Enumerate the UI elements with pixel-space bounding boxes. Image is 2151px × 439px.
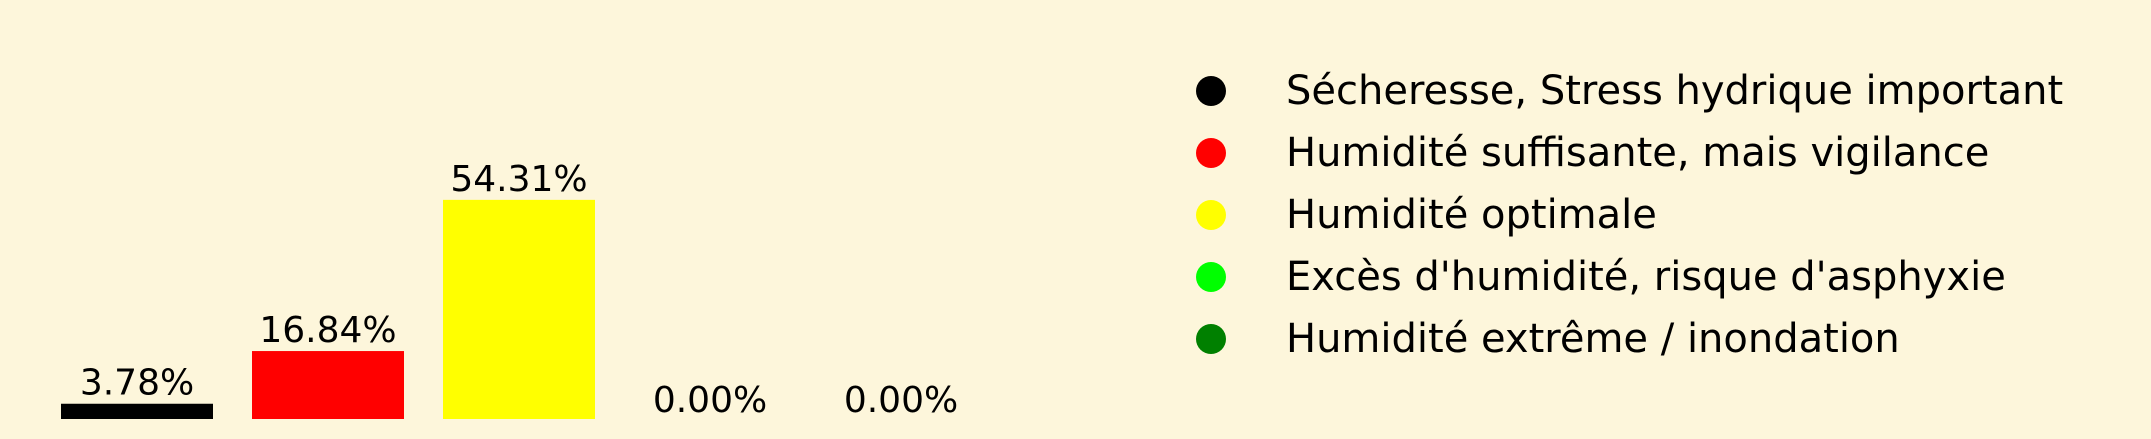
bar-2 xyxy=(252,351,404,419)
value-labels-group: 3.78% 16.84% 54.31% 0.00% 0.00% xyxy=(80,159,958,421)
legend-marker-1 xyxy=(1196,76,1226,106)
bar-value-label-2: 16.84% xyxy=(259,310,396,351)
legend-marker-5 xyxy=(1196,324,1226,354)
legend-label-2: Humidité suffisante, mais vigilance xyxy=(1286,130,1989,176)
bars-group xyxy=(61,199,595,419)
legend-label-1: Sécheresse, Stress hydrique important xyxy=(1286,68,2063,114)
bar-value-label-1: 3.78% xyxy=(80,363,194,404)
legend-label-3: Humidité optimale xyxy=(1286,192,1657,238)
legend-marker-4 xyxy=(1196,262,1226,292)
legend: Sécheresse, Stress hydrique important Hum… xyxy=(1196,68,2063,362)
bar-value-label-5: 0.00% xyxy=(844,380,958,421)
bar-3 xyxy=(443,199,595,419)
bar-1 xyxy=(61,403,213,419)
legend-label-5: Humidité extrême / inondation xyxy=(1286,316,1900,362)
bar-value-label-4: 0.00% xyxy=(653,380,767,421)
legend-label-4: Excès d'humidité, risque d'asphyxie xyxy=(1286,254,2006,300)
bar-value-label-3: 54.31% xyxy=(450,159,587,200)
legend-marker-2 xyxy=(1196,138,1226,168)
legend-marker-3 xyxy=(1196,200,1226,230)
